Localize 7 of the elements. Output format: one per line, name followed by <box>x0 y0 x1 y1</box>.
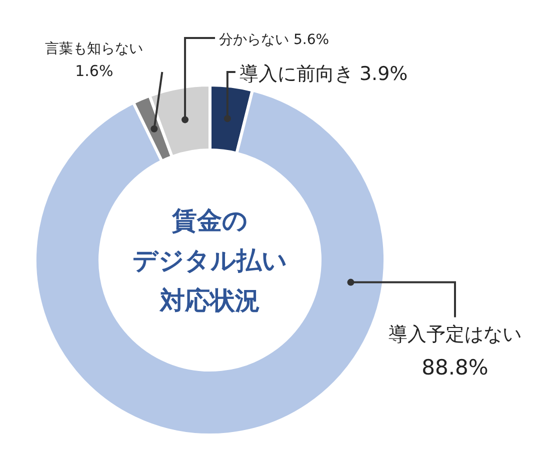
slice-label: 言葉も知らない <box>45 41 144 57</box>
slice-label: 導入予定はない <box>388 323 522 346</box>
title: 賃金のデジタル払い対応状況 <box>132 206 288 315</box>
data-label: 88.8% <box>422 355 488 380</box>
data-label: 1.6% <box>75 62 114 80</box>
slice-label: 導入に前向き 3.9% <box>239 63 408 85</box>
slice-label: 分からない 5.6% <box>219 32 330 48</box>
